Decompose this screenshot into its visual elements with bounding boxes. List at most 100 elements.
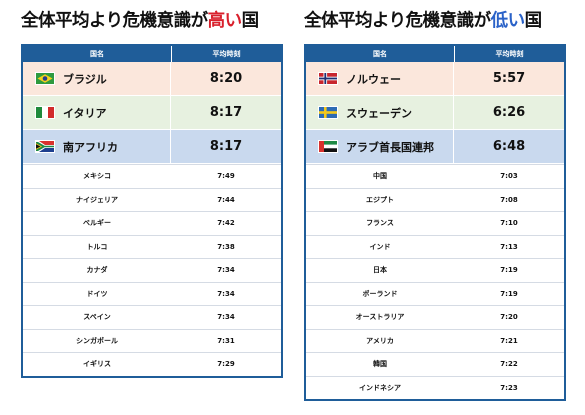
italy-flag-icon [35, 106, 55, 119]
country-name: トルコ [86, 242, 108, 251]
country-name: フランス [366, 219, 394, 228]
country-name: エジプト [366, 195, 394, 204]
uae-flag-icon [318, 140, 338, 153]
table-row: 日本 7:19 [306, 258, 564, 282]
table-header: 国名 平均時刻 [306, 46, 564, 62]
title-suffix: 国 [241, 11, 260, 31]
country-name: スペイン [83, 313, 111, 322]
time-value: 7:19 [500, 289, 518, 298]
norway-flag-icon [318, 72, 338, 85]
country-name: ナイジェリア [76, 195, 118, 204]
time-value: 7:19 [500, 266, 518, 275]
header-country: 国名 [23, 46, 172, 62]
country-cell: アラブ首長国連邦 [306, 130, 454, 163]
top-row: 南アフリカ 8:17 [23, 130, 281, 164]
table-row: フランス 7:10 [306, 211, 564, 235]
table-row: スペイン 7:34 [23, 305, 281, 329]
country-name: アラブ首長国連邦 [346, 140, 434, 154]
country-cell: ブラジル [23, 62, 171, 95]
table-row: インド 7:13 [306, 234, 564, 259]
south-africa-flag-icon [35, 140, 55, 153]
panel-title: 全体平均より危機意識が高い国 [21, 8, 283, 34]
table-row: シンガポール 7:31 [23, 328, 281, 353]
time-value: 7:34 [217, 313, 235, 322]
top-row: ノルウェー 5:57 [306, 62, 564, 96]
time-value: 7:23 [500, 383, 518, 392]
ranking-table: 国名 平均時刻 ノルウェー 5:57 スウェーデン 6:26 [304, 44, 566, 401]
time-value: 7:29 [217, 360, 235, 369]
header-time: 平均時刻 [212, 50, 241, 58]
country-name: ノルウェー [346, 72, 401, 86]
title-text: 全体平均より危機意識が [21, 11, 208, 31]
time-value: 8:17 [209, 105, 243, 120]
table-row: トルコ 7:38 [23, 234, 281, 259]
header-time: 平均時刻 [495, 50, 524, 58]
country-name: 日本 [373, 266, 387, 275]
country-name: 南アフリカ [63, 140, 118, 154]
country-cell: 南アフリカ [23, 130, 171, 163]
table-row: オーストラリア 7:20 [306, 305, 564, 329]
time-value: 7:03 [500, 172, 518, 181]
country-name: アメリカ [366, 336, 394, 345]
table-row: メキシコ 7:49 [23, 164, 281, 188]
country-name: メキシコ [83, 172, 111, 181]
table-row: ドイツ 7:34 [23, 281, 281, 306]
title-suffix: 国 [524, 11, 543, 31]
time-value: 7:21 [500, 336, 518, 345]
title-highlight: 低い [490, 11, 526, 31]
time-value: 7:08 [500, 195, 518, 204]
top-row: ブラジル 8:20 [23, 62, 281, 96]
panel-title: 全体平均より危機意識が低い国 [304, 8, 566, 34]
country-cell: スウェーデン [306, 96, 454, 129]
ranking-table: 国名 平均時刻 ブラジル 8:20 イタリア 8:17 [21, 44, 283, 378]
time-value: 7:10 [500, 219, 518, 228]
time-value: 7:38 [217, 242, 235, 251]
table-row: ポーランド 7:19 [306, 281, 564, 306]
time-value: 7:44 [217, 195, 235, 204]
top-row: スウェーデン 6:26 [306, 96, 564, 130]
brazil-flag-icon [35, 72, 55, 85]
country-cell: イタリア [23, 96, 171, 129]
country-name: 中国 [373, 172, 387, 181]
top-row: イタリア 8:17 [23, 96, 281, 130]
time-value: 7:22 [500, 360, 518, 369]
time-value: 7:34 [217, 266, 235, 275]
table-row: 韓国 7:22 [306, 352, 564, 376]
time-value: 7:20 [500, 313, 518, 322]
time-value: 8:17 [209, 139, 243, 154]
table-row: カナダ 7:34 [23, 258, 281, 282]
table-row: インドネシア 7:23 [306, 375, 564, 400]
time-value: 7:13 [500, 242, 518, 251]
sweden-flag-icon [318, 106, 338, 119]
header-country: 国名 [306, 46, 455, 62]
country-name: ブラジル [63, 72, 107, 86]
country-name: カナダ [86, 266, 108, 275]
table-row: ナイジェリア 7:44 [23, 187, 281, 212]
country-name: シンガポール [76, 336, 118, 345]
time-value: 7:34 [217, 289, 235, 298]
table-row: 中国 7:03 [306, 164, 564, 188]
country-name: イタリア [63, 106, 107, 120]
country-name: ドイツ [86, 289, 108, 298]
high-awareness-panel: 全体平均より危機意識が高い国 国名 平均時刻 ブラジル 8:20 イタリア 8:… [21, 8, 283, 378]
top-row: アラブ首長国連邦 6:48 [306, 130, 564, 164]
time-value: 6:48 [492, 139, 526, 154]
time-value: 6:26 [492, 105, 526, 120]
country-cell: ノルウェー [306, 62, 454, 95]
country-name: インドネシア [359, 383, 401, 392]
country-name: インド [369, 242, 391, 251]
country-name: 韓国 [373, 360, 387, 369]
time-value: 7:31 [217, 336, 235, 345]
country-name: オーストラリア [355, 313, 405, 322]
country-name: スウェーデン [346, 106, 412, 120]
table-row: アメリカ 7:21 [306, 328, 564, 353]
time-value: 5:57 [492, 71, 526, 86]
table-row: イギリス 7:29 [23, 352, 281, 376]
title-highlight: 高い [207, 11, 243, 31]
country-name: イギリス [83, 360, 111, 369]
table-row: エジプト 7:08 [306, 187, 564, 212]
low-awareness-panel: 全体平均より危機意識が低い国 国名 平均時刻 ノルウェー 5:57 スウェーデン… [304, 8, 566, 401]
time-value: 8:20 [209, 71, 243, 86]
table-header: 国名 平均時刻 [23, 46, 281, 62]
time-value: 7:49 [217, 172, 235, 181]
